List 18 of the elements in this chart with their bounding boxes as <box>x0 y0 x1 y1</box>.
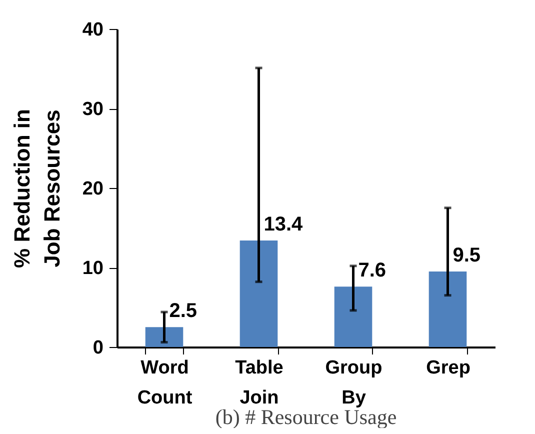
y-tick-label: 40 <box>82 20 104 40</box>
y-tick-label: 10 <box>82 258 104 279</box>
data-label: 7.6 <box>358 260 386 282</box>
bar <box>145 327 184 347</box>
bar <box>240 240 278 347</box>
data-label: 9.5 <box>452 244 481 266</box>
data-label: 13.4 <box>264 213 304 236</box>
bar <box>428 271 467 347</box>
x-tick-label: Word Count <box>137 358 193 408</box>
x-tick-label: Grep <box>426 358 470 378</box>
data-label: 2.5 <box>169 300 198 322</box>
x-tick-label: Group By <box>325 358 382 408</box>
y-axis-title: % Reduction in Job Resources <box>9 109 64 268</box>
bar <box>334 286 372 347</box>
y-tick-label: 20 <box>82 178 104 200</box>
y-tick-label: 0 <box>92 338 104 358</box>
x-tick-label: Table Join <box>235 358 284 408</box>
y-tick-label: 30 <box>82 99 104 120</box>
